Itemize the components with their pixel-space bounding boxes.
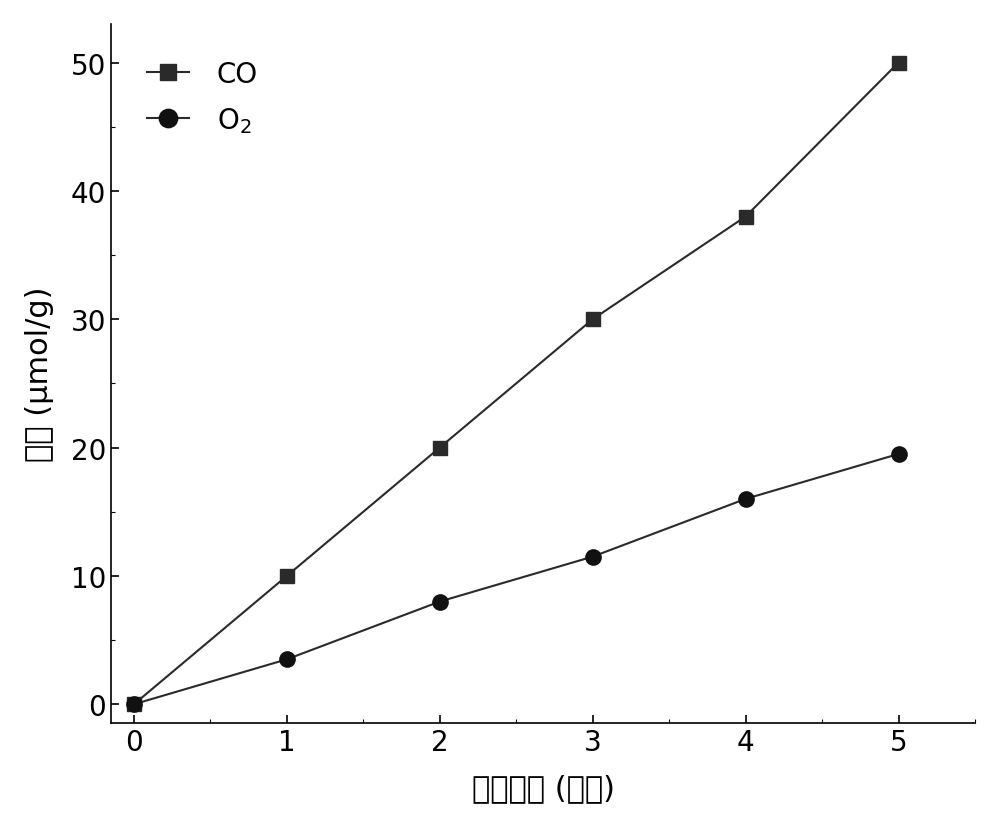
$\mathrm{O_2}$ xyxy=(740,495,752,504)
$\mathrm{O_2}$ xyxy=(893,449,905,459)
CO xyxy=(281,571,293,581)
CO xyxy=(893,59,905,69)
X-axis label: 光照时间 (小时): 光照时间 (小时) xyxy=(472,773,615,802)
$\mathrm{O_2}$ xyxy=(128,700,140,710)
Legend: CO, $\mathrm{O_2}$: CO, $\mathrm{O_2}$ xyxy=(125,39,280,158)
Line: CO: CO xyxy=(127,56,905,711)
CO xyxy=(434,443,446,453)
$\mathrm{O_2}$ xyxy=(281,654,293,664)
CO xyxy=(740,213,752,222)
$\mathrm{O_2}$ xyxy=(587,552,599,562)
Line: $\mathrm{O_2}$: $\mathrm{O_2}$ xyxy=(126,447,906,712)
CO xyxy=(128,700,140,710)
CO xyxy=(587,315,599,325)
Y-axis label: 产率 (μmol/g): 产率 (μmol/g) xyxy=(25,287,54,462)
$\mathrm{O_2}$ xyxy=(434,597,446,607)
